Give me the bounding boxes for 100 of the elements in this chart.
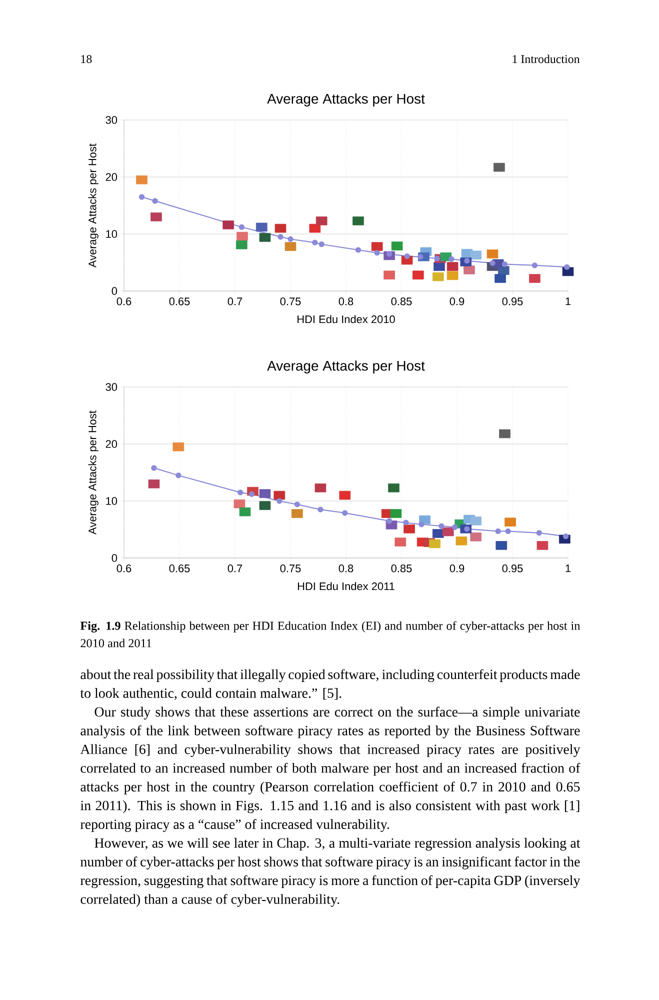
point xyxy=(495,528,501,534)
point xyxy=(529,274,540,283)
point xyxy=(446,262,458,271)
point xyxy=(412,270,424,280)
y-tick-label: 20 xyxy=(106,440,118,448)
point xyxy=(564,264,570,270)
point xyxy=(386,251,392,257)
point xyxy=(562,533,569,540)
x-tick-label: 0.85 xyxy=(391,298,412,306)
y-tick-label: 30 xyxy=(106,383,118,391)
point xyxy=(274,224,286,233)
point xyxy=(318,241,324,248)
x-tick-label: 0.65 xyxy=(169,298,190,306)
x-axis-title: HDI Edu Index 2011 xyxy=(298,582,394,590)
point xyxy=(239,507,251,516)
text: about the real possibility that illegally copied software, including counterfeit products made to look authentic, could contain malware.” [5]. xyxy=(80,669,580,700)
x-tick-label: 0.95 xyxy=(502,564,523,572)
point xyxy=(384,270,395,280)
point xyxy=(394,538,406,546)
point xyxy=(339,490,351,500)
point xyxy=(390,509,402,518)
y-tick-label: 0 xyxy=(112,287,118,295)
x-tick-label: 1 xyxy=(566,564,571,572)
x-tick-label: 0.65 xyxy=(169,564,190,572)
y-axis-title: Average Attacks per Host xyxy=(88,410,98,535)
text: Our study shows that these assertions are correct on the surface—a simple univariate analysis of the link between software piracy rates as reported by the Business Software Alliance [6] and cyber-vulnerability shows that increased piracy rates are positively correlated to an increased number of both malware per host and an increased fraction of attacks per host in the country (Pearson correlation coefficient of 0.7 in 2010 and 0.65 in 2011). This is shown in Figs. 1.15 and 1.16 and is also consistent with past work [1] reporting piracy as a “cause” of increased vulnerability. xyxy=(80,706,580,832)
point xyxy=(404,253,410,260)
point xyxy=(464,526,470,532)
point xyxy=(432,272,444,282)
point xyxy=(532,262,538,268)
point xyxy=(259,501,271,510)
x-tick-label: 0.9 xyxy=(450,298,464,306)
point xyxy=(464,258,470,264)
point xyxy=(276,498,282,504)
x-tick-label: 0.75 xyxy=(280,564,301,572)
point xyxy=(248,491,255,498)
x-tick-label: 0.9 xyxy=(450,564,464,572)
point xyxy=(312,240,318,246)
point xyxy=(434,256,440,262)
point xyxy=(442,527,454,536)
y-tick-label: 0 xyxy=(112,554,118,562)
x-tick-label: 0.85 xyxy=(391,564,412,572)
point xyxy=(374,250,380,256)
point xyxy=(151,465,157,471)
point xyxy=(309,224,321,233)
point xyxy=(152,198,158,204)
point xyxy=(292,509,303,518)
point xyxy=(222,220,234,230)
point xyxy=(470,532,482,542)
point xyxy=(316,216,328,226)
point xyxy=(172,442,184,452)
point xyxy=(236,232,248,241)
point xyxy=(452,524,458,530)
y-axis-title: Average Attacks per Host xyxy=(88,144,98,268)
point xyxy=(446,271,458,280)
point xyxy=(404,524,415,534)
point xyxy=(148,479,160,488)
point xyxy=(494,274,506,283)
x-tick-label: 0.95 xyxy=(502,298,523,306)
point xyxy=(259,233,271,242)
point xyxy=(418,254,424,260)
point xyxy=(238,224,245,230)
chart-title: Average Attacks per Host xyxy=(267,360,425,374)
text: However, as we will see later in Chap. 3, a multi-variate regression analysis looking at number of cyber-attacks per host shows that software piracy is an insignificant factor in the regression, suggesting that software piracy is more a function of per-capita GDP (inversely correlated) than a cause of cyber-vulnerability. xyxy=(80,838,580,907)
point xyxy=(486,250,498,258)
point xyxy=(274,490,286,500)
point xyxy=(371,242,383,251)
point xyxy=(284,242,296,251)
point xyxy=(418,522,424,528)
point xyxy=(237,490,244,496)
x-tick-label: 0.8 xyxy=(338,298,354,306)
point xyxy=(176,472,182,478)
point xyxy=(314,483,326,492)
y-tick-label: 30 xyxy=(106,116,118,124)
point xyxy=(352,216,364,226)
x-tick-label: 0.8 xyxy=(338,564,354,572)
point xyxy=(536,530,542,536)
point xyxy=(448,256,454,262)
text: 1 Introduction xyxy=(512,54,580,64)
point xyxy=(432,529,444,538)
x-tick-label: 0.7 xyxy=(228,564,242,572)
y-tick-label: 10 xyxy=(106,497,118,505)
point xyxy=(342,510,348,516)
point xyxy=(386,518,392,524)
point xyxy=(234,499,246,508)
point xyxy=(504,518,516,526)
point xyxy=(496,541,508,550)
point xyxy=(403,520,409,526)
x-tick-label: 0.75 xyxy=(280,298,301,306)
x-axis-title: HDI Edu Index 2010 xyxy=(298,315,395,324)
point xyxy=(294,502,300,508)
point xyxy=(278,234,284,240)
point xyxy=(499,429,510,438)
point xyxy=(150,212,162,222)
x-tick-label: 1 xyxy=(566,298,571,306)
point xyxy=(318,506,324,512)
chart-title: Average Attacks per Host xyxy=(267,93,425,106)
text: 18 xyxy=(81,55,92,64)
point xyxy=(391,242,403,250)
point xyxy=(470,250,482,260)
